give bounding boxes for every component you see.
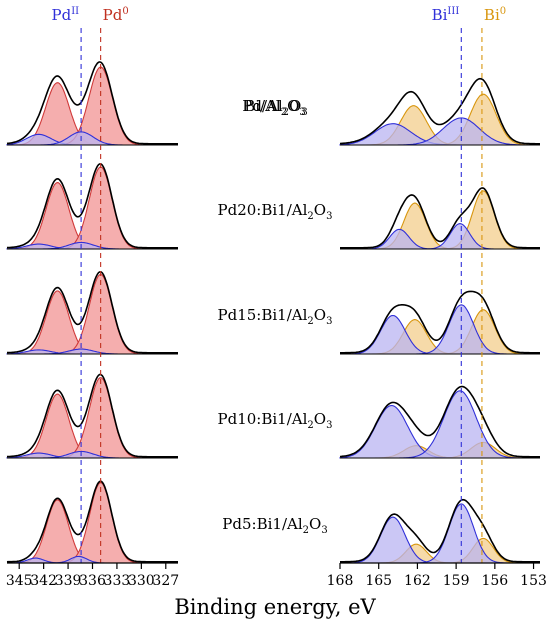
- x-tick-label: 342: [30, 573, 57, 589]
- spectrum-row: Pd/Al2O3: [6, 61, 308, 146]
- sample-label: Pd5:Bi1/Al2O3: [222, 515, 327, 536]
- ref-label: BiIII: [432, 6, 460, 24]
- x-tick-label: 330: [128, 573, 155, 589]
- peak-bi0: [340, 190, 540, 250]
- spectrum-row: Pd10:Bi1/Al2O3: [6, 373, 333, 459]
- x-tick-label: 156: [481, 573, 508, 589]
- sample-label: Bi/Al2O3: [244, 97, 306, 118]
- ref-label: PdII: [51, 6, 79, 24]
- x-tick-label: 162: [404, 573, 431, 589]
- envelope-line: [6, 480, 178, 563]
- x-tick-label: 153: [520, 573, 547, 589]
- x-axis-label: Binding energy, eV: [174, 595, 376, 619]
- spectrum-row: Bi/Al2O3: [244, 77, 540, 146]
- envelope-line: [6, 61, 178, 145]
- sample-label: Pd20:Bi1/Al2O3: [218, 201, 333, 222]
- spectrum-row: [340, 290, 540, 355]
- peak-pd0: [7, 66, 178, 146]
- envelope-line: [6, 373, 178, 458]
- envelope-line: [339, 385, 540, 458]
- sample-label: Pd10:Bi1/Al2O3: [218, 410, 333, 431]
- ref-label: Bi0: [484, 6, 506, 24]
- sample-label: Pd/Al2O3: [242, 97, 307, 118]
- envelope-line: [6, 163, 178, 249]
- x-tick-label: 345: [6, 573, 33, 589]
- reference-lines: PdII Pd0 BiIII Bi0: [51, 6, 506, 563]
- spectrum-row: [340, 498, 540, 564]
- x-tick-label: 159: [443, 573, 470, 589]
- sample-label: Pd15:Bi1/Al2O3: [218, 306, 333, 327]
- spectrum-row: [340, 187, 540, 250]
- panels: Pd/Al2O3 Pd20:Bi1/Al2O3 Pd15:Bi1/Al2O3 Pd10…: [6, 61, 540, 564]
- x-tick-label: 168: [327, 573, 354, 589]
- envelope-line: [340, 290, 540, 354]
- spectrum-row: Pd20:Bi1/Al2O3: [6, 163, 333, 250]
- x-tick-label: 336: [79, 573, 106, 589]
- envelope-line: [340, 498, 540, 563]
- ref-label: Pd0: [103, 6, 129, 24]
- spectrum-row: [339, 385, 540, 459]
- spectrum-row: Pd5:Bi1/Al2O3: [6, 480, 328, 564]
- spectrum-row: Pd15:Bi1/Al2O3: [6, 271, 333, 355]
- x-tick-label: 339: [55, 573, 82, 589]
- panel-pd-3d: Pd/Al2O3 Pd20:Bi1/Al2O3 Pd15:Bi1/Al2O3 Pd10…: [6, 61, 333, 564]
- x-tick-label: 165: [365, 573, 392, 589]
- envelope-line: [339, 77, 540, 145]
- envelope-line: [340, 187, 540, 249]
- envelope-line: [7, 271, 178, 354]
- x-tick-label: 327: [152, 573, 179, 589]
- x-tick-label: 333: [104, 573, 131, 589]
